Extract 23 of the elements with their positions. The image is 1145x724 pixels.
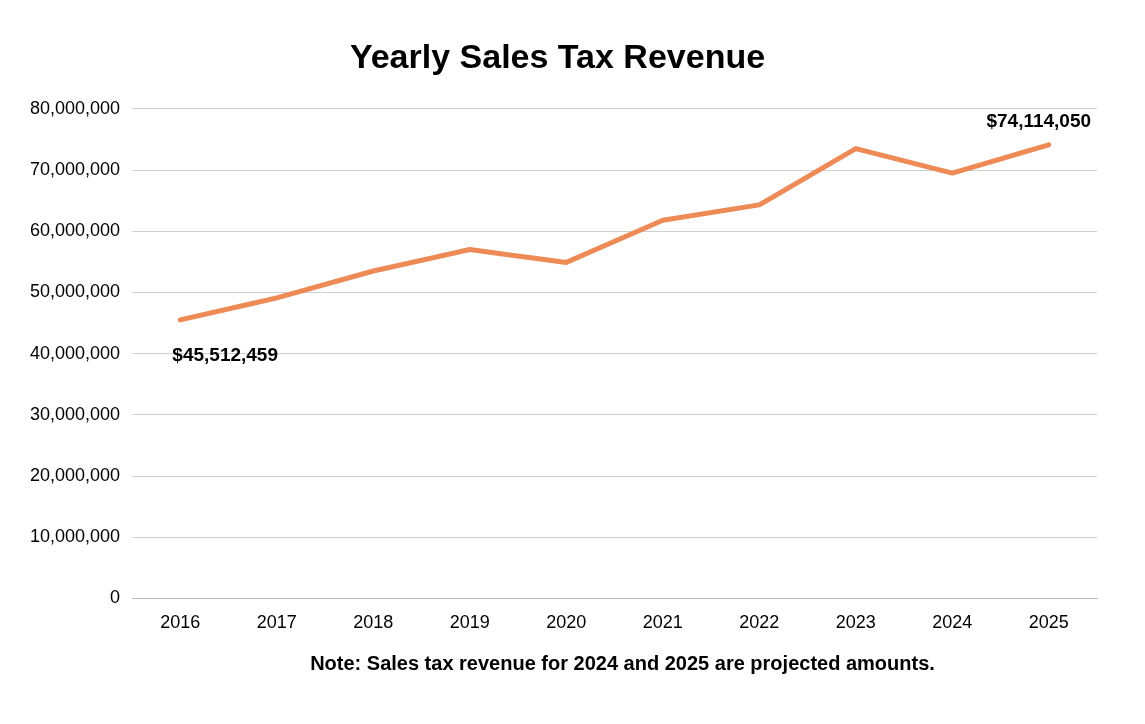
x-tick-label: 2016 [160,612,201,633]
chart-title: Yearly Sales Tax Revenue [349,36,766,75]
y-tick-label: 0 [110,587,121,608]
y-tick-label: 60,000,000 [29,220,121,241]
y-tick-label: 80,000,000 [29,97,121,118]
y-tick-label: 50,000,000 [29,281,121,302]
text: Note: Sales tax revenue for 2024 and 2025 are projected amounts. [309,652,936,675]
y-tick-label: 10,000,000 [29,526,121,547]
y-tick-label: 70,000,000 [29,158,121,179]
y-tick-label: 30,000,000 [29,403,121,424]
x-tick-label: 2017 [256,612,297,633]
x-tick-label: 2019 [449,612,490,633]
y-tick-label: 20,000,000 [29,464,121,485]
x-tick-label: 2018 [353,612,394,633]
x-tick-label: 2020 [546,612,587,633]
x-tick-label: 2024 [932,612,973,633]
x-tick-label: 2025 [1028,612,1069,633]
data-label: $45,512,459 [172,343,279,365]
x-tick-label: 2023 [835,612,876,633]
y-tick-label: 40,000,000 [29,342,121,363]
data-label: $74,114,050 [986,109,1092,131]
x-tick-label: 2021 [642,612,683,633]
x-tick-label: 2022 [739,612,780,633]
